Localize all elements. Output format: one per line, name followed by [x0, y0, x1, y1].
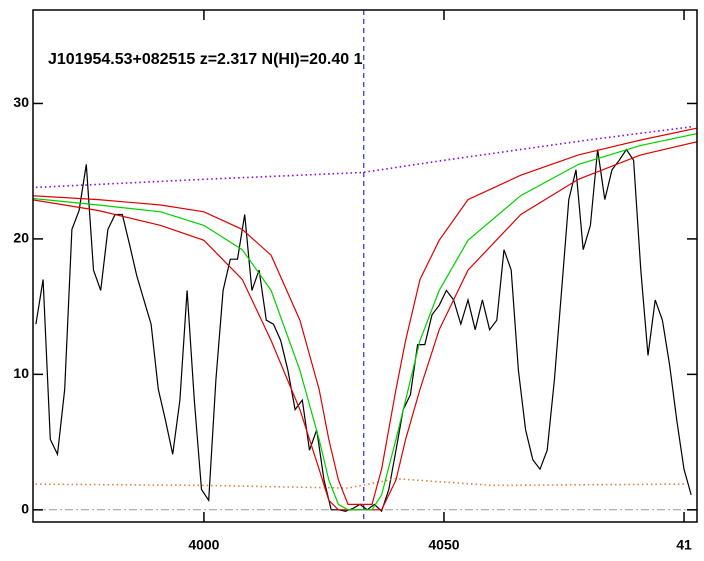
x-tick-label: 4000	[188, 537, 219, 553]
plot-area	[33, 10, 697, 522]
y-tick-label: 0	[21, 501, 29, 517]
plot-frame	[32, 9, 698, 523]
y-tick-label: 20	[13, 230, 29, 246]
series-line	[33, 477, 685, 489]
x-tick-label: 41	[676, 537, 692, 553]
series-line	[35, 125, 694, 189]
x-tick-label: 4050	[428, 537, 459, 553]
y-tick-label: 30	[13, 94, 29, 110]
series-line	[33, 132, 697, 511]
chart-title: J101954.53+082515 z=2.317 N(HI)=20.40 1	[48, 51, 363, 68]
series-line	[33, 127, 697, 505]
series-line	[33, 141, 697, 511]
y-tick-label: 10	[13, 365, 29, 381]
series-line	[35, 148, 692, 513]
